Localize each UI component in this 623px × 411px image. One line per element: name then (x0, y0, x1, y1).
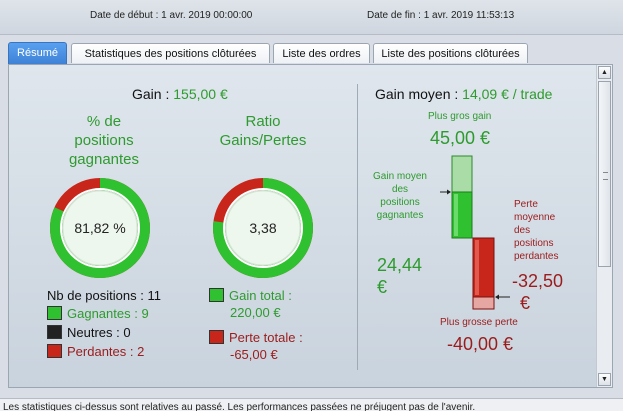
date-header: Date de début : 1 avr. 2019 00:00:00 Dat… (0, 0, 623, 35)
win-percentage-title-line1: % de (86, 113, 122, 130)
largest-gain-value: 45,00 € (430, 128, 491, 148)
average-winner-label-line3: positions (380, 197, 420, 208)
legend-winners-label: Gagnantes : 9 (67, 306, 149, 321)
donut-inner-border (223, 188, 303, 268)
ratio-title-line2: Gains/Pertes (219, 132, 307, 149)
scroll-up-icon[interactable]: ▲ (598, 66, 611, 79)
ratio-title: Ratio Gains/Pertes (203, 112, 323, 150)
average-winner-value: 24,44 € (377, 254, 422, 298)
average-gain-label: Gain moyen : (375, 86, 459, 102)
gain-label: Gain : (132, 86, 170, 102)
gain-loss-bars (440, 155, 510, 310)
black-square-icon (47, 325, 62, 339)
total-gain-legend: Gain total : 220,00 € (209, 287, 292, 321)
total-loss-value: -65,00 € (230, 347, 278, 362)
scroll-thumb[interactable] (598, 81, 611, 267)
red-square-icon (47, 344, 62, 358)
average-winner-label-line1: Gain moyen (373, 171, 427, 182)
start-date-label: Date de début : 1 avr. 2019 00:00:00 (90, 10, 253, 21)
legend-losers: Perdantes : 2 (47, 344, 144, 359)
total-loss-label: Perte totale : (229, 330, 303, 345)
average-winner-value-currency: € (377, 277, 388, 297)
average-loser-label-line4: positions (514, 238, 554, 249)
average-loser-value: -32,50 € (512, 270, 563, 314)
win-percentage-ring (50, 178, 150, 278)
red-square-icon (209, 330, 224, 344)
average-winner-label: Gain moyen des positions gagnantes (368, 170, 432, 222)
donut-inner-border (60, 188, 140, 268)
largest-gain-label: Plus gros gain (428, 111, 492, 122)
section-divider (357, 84, 358, 370)
donut-win-segment (213, 178, 313, 278)
ratio-donut: 3,38 (213, 178, 313, 278)
average-loser-value-currency: € (520, 293, 531, 313)
ratio-title-line1: Ratio (245, 113, 281, 130)
disclaimer-footer: Les statistiques ci-dessus sont relative… (0, 398, 623, 411)
legend-neutral-label: Neutres : 0 (67, 325, 131, 340)
average-loser-arrowhead-icon (495, 294, 499, 300)
legend-neutral: Neutres : 0 (47, 325, 131, 340)
average-loser-label-line5: perdantes (514, 251, 559, 262)
green-square-icon (209, 288, 224, 302)
largest-loss-extension-bar (472, 296, 495, 310)
average-winner-value-number: 24,44 (377, 255, 423, 275)
average-loser-label-line1: Perte (514, 199, 538, 210)
total-gain-label: Gain total : (229, 288, 292, 303)
tab-resume[interactable]: Résumé (8, 42, 67, 64)
positions-count-value: 11 (147, 288, 161, 303)
total-gain-value: 220,00 € (230, 305, 281, 320)
tab-closed-positions-list[interactable]: Liste des positions clôturées (373, 43, 528, 63)
average-loser-value-number: -32,50 (512, 271, 564, 291)
ratio-ring (213, 178, 313, 278)
win-percentage-title-line2: positions (74, 132, 134, 149)
grip-icon (603, 172, 608, 180)
green-square-icon (47, 306, 62, 320)
largest-loss-value: -40,00 € (447, 334, 514, 354)
legend-losers-label: Perdantes : 2 (67, 344, 145, 359)
end-date-label: Date de fin : 1 avr. 2019 11:53:13 (367, 10, 515, 21)
win-percentage-title: % de positions gagnantes (49, 112, 159, 169)
average-loser-label-line2: moyenne (514, 212, 556, 223)
positions-count: Nb de positions : 11 (47, 288, 161, 303)
gain-value: 155,00 € (173, 86, 228, 102)
tab-closed-positions-stats[interactable]: Statistiques des positions clôturées (71, 43, 270, 63)
donut-center (62, 190, 138, 266)
average-gain-row: Gain moyen : 14,09 € / trade (375, 86, 552, 102)
average-loser-label-line3: des (514, 225, 531, 236)
average-winner-label-line2: des (391, 184, 409, 195)
largest-gain-extension-bar (451, 155, 473, 193)
win-percentage-donut: 81,82 % (50, 178, 150, 278)
vertical-scrollbar[interactable]: ▲ ▼ (596, 65, 612, 387)
total-loss-legend: Perte totale : -65,00 € (209, 329, 303, 363)
ratio-value: 3,38 (249, 220, 276, 236)
scroll-down-icon[interactable]: ▼ (598, 373, 611, 386)
tab-orders-list[interactable]: Liste des ordres (273, 43, 370, 63)
legend-winners: Gagnantes : 9 (47, 306, 149, 321)
win-percentage-value: 81,82 % (74, 220, 125, 236)
average-winner-arrowhead-icon (447, 189, 451, 195)
average-winner-bar-highlight (454, 194, 458, 236)
average-loser-label: Perte moyenne des positions perdantes (514, 198, 558, 263)
win-percentage-title-line3: gagnantes (68, 151, 140, 168)
average-loser-bar-highlight (475, 240, 479, 295)
donut-win-segment (50, 178, 150, 278)
average-winner-label-line4: gagnantes (376, 210, 424, 221)
gain-row: Gain : 155,00 € (132, 86, 228, 102)
donut-center (225, 190, 301, 266)
largest-loss-label: Plus grosse perte (440, 317, 518, 328)
positions-count-label: Nb de positions : (47, 288, 144, 303)
average-gain-value: 14,09 € / trade (462, 86, 553, 102)
